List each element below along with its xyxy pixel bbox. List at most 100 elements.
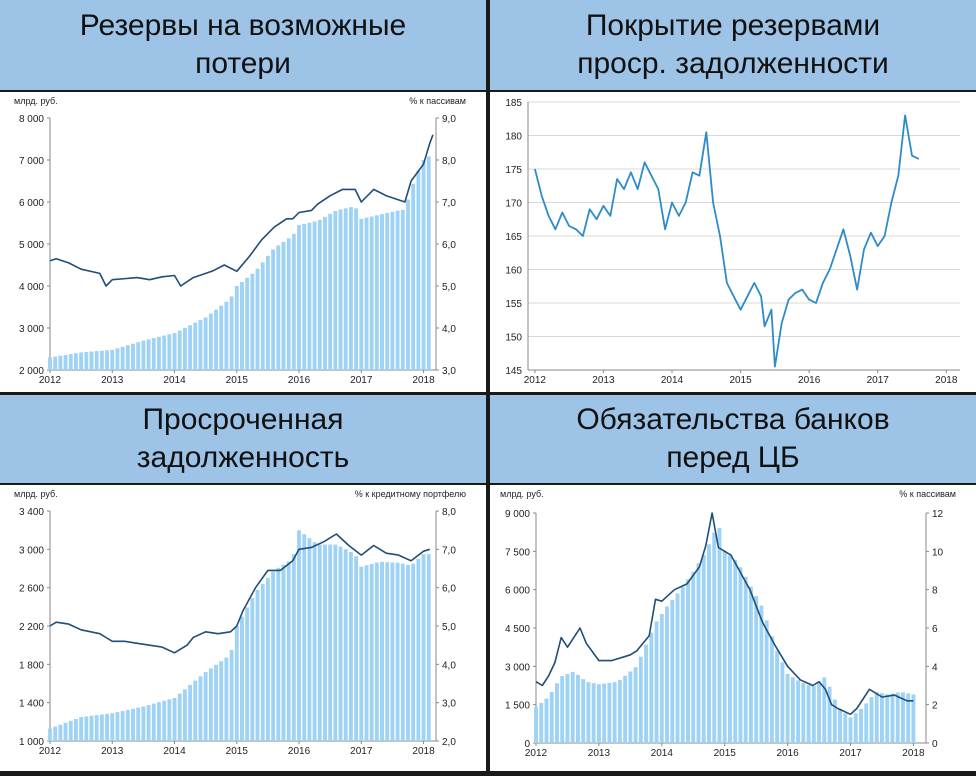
bar	[806, 685, 811, 743]
bar	[602, 683, 607, 743]
bar	[291, 233, 296, 370]
bar	[307, 222, 312, 370]
bar	[534, 707, 538, 743]
bar	[89, 351, 94, 370]
bar	[369, 216, 374, 370]
bar	[162, 335, 167, 370]
bar	[874, 692, 879, 743]
y-tick-right-label: 6,0	[442, 584, 456, 595]
bar	[822, 677, 827, 743]
bar	[416, 170, 421, 370]
panel-4-chart: 0 1 500 3 000 4 500 6 000 7 500 9 000 0 2 4 6 8 10 12…	[490, 485, 976, 771]
y-tick-left-label: 2 600	[19, 584, 44, 595]
x-tick-label: 2014	[163, 375, 186, 386]
x-tick-label: 2017	[839, 748, 862, 759]
right-unit-label: % к кредитному портфелю	[355, 489, 467, 499]
bar	[79, 717, 84, 741]
bar	[890, 693, 895, 743]
bar	[115, 712, 120, 741]
bar	[68, 720, 73, 741]
bar	[172, 697, 177, 741]
panel-1-title-line2: потери	[195, 47, 291, 80]
bar	[817, 681, 822, 743]
bar	[722, 551, 727, 743]
bar	[255, 268, 260, 370]
bar	[864, 703, 869, 743]
bar	[312, 542, 317, 741]
y-tick-left-label: 150	[505, 333, 522, 344]
y-tick-left-label: 1 500	[505, 701, 530, 712]
bar	[395, 562, 400, 741]
bar	[53, 726, 58, 741]
bar	[229, 649, 234, 741]
bar	[317, 219, 322, 370]
y-tick-right-label: 3,0	[442, 699, 456, 710]
bar	[214, 309, 218, 370]
bar	[885, 694, 890, 743]
bar	[115, 348, 120, 370]
bar	[260, 583, 265, 741]
bar	[555, 683, 559, 743]
bar	[374, 215, 379, 370]
bar	[141, 706, 146, 741]
bar	[48, 728, 52, 741]
bar	[900, 692, 905, 743]
bar	[406, 199, 410, 370]
bar	[240, 281, 244, 370]
bar	[575, 674, 580, 743]
bar	[374, 562, 379, 741]
bar	[416, 558, 421, 741]
bar	[131, 708, 135, 741]
bar	[146, 339, 151, 370]
bar	[581, 679, 586, 743]
bar	[105, 350, 110, 370]
bar	[607, 682, 612, 743]
bar	[193, 322, 198, 370]
bar	[79, 352, 84, 370]
x-tick-label: 2017	[350, 375, 373, 386]
bar	[838, 708, 842, 743]
y-tick-right-label: 8,0	[442, 156, 456, 167]
bar	[586, 682, 591, 743]
bar	[759, 605, 764, 743]
bar	[827, 686, 832, 743]
panel-3-title-line2: задолженность	[136, 441, 350, 474]
y-tick-right-label: 5,0	[442, 622, 456, 633]
left-unit-label: млрд. руб.	[500, 489, 544, 499]
bar	[701, 554, 706, 743]
bar	[369, 563, 374, 741]
bar	[219, 661, 224, 741]
panel-3-title-line1: Просроченная	[142, 403, 344, 436]
bar	[84, 351, 89, 370]
bar	[291, 554, 296, 741]
x-tick-label: 2016	[776, 748, 799, 759]
y-tick-left-label: 1 000	[19, 737, 44, 748]
bar	[182, 327, 187, 370]
bar	[94, 351, 99, 370]
y-tick-left-label: 5 000	[19, 240, 44, 251]
x-tick-label: 2014	[651, 748, 674, 759]
bar	[172, 333, 177, 370]
bar	[348, 207, 353, 370]
bar	[297, 530, 301, 741]
panel-2-title-line1: Покрытие резервами	[585, 9, 881, 42]
x-tick-label: 2017	[350, 746, 373, 757]
bar	[224, 657, 229, 741]
bar	[649, 632, 654, 743]
bar	[136, 342, 141, 370]
bar	[727, 555, 732, 743]
x-tick-label: 2013	[592, 375, 615, 386]
y-tick-left-label: 9 000	[505, 509, 530, 520]
bar	[354, 556, 359, 741]
y-tick-right-label: 2,0	[442, 737, 456, 748]
bar	[338, 209, 343, 370]
bar	[591, 683, 596, 743]
bar	[421, 160, 426, 370]
bar	[623, 675, 628, 743]
bar	[203, 672, 208, 741]
bar	[696, 563, 701, 743]
y-tick-left-label: 145	[505, 366, 522, 377]
bar	[307, 538, 312, 741]
bar	[411, 183, 416, 370]
bar	[426, 554, 431, 741]
